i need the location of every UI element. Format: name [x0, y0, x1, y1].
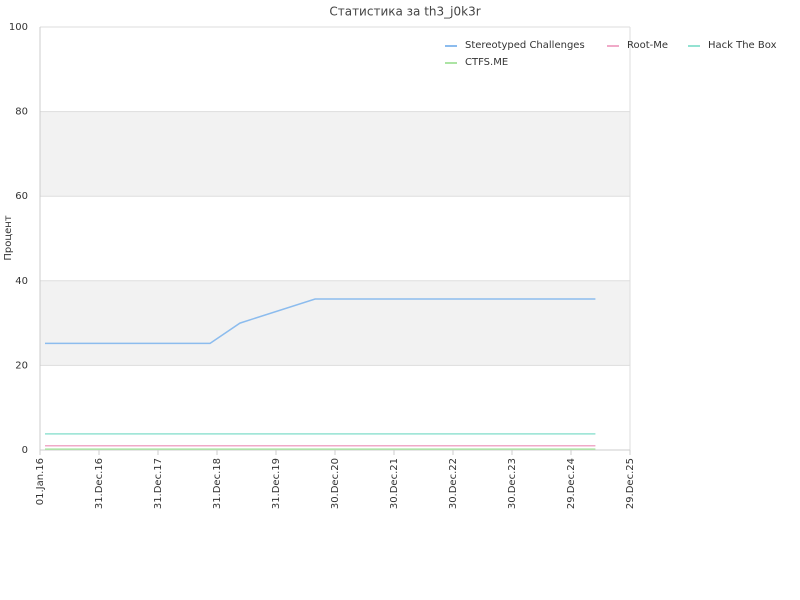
x-tick-label: 31.Dec.16	[94, 458, 105, 509]
y-axis-label: Процент	[3, 215, 14, 260]
x-tick-label: 30.Dec.21	[389, 458, 400, 509]
legend-label: Stereotyped Challenges	[465, 40, 585, 51]
chart-title: Статистика за th3_j0k3r	[329, 5, 480, 19]
y-tick-label: 40	[15, 276, 28, 287]
x-tick-label: 30.Dec.20	[330, 458, 341, 509]
x-tick-label: 31.Dec.19	[271, 458, 282, 509]
x-tick-label: 01.Jan.16	[35, 458, 46, 505]
y-tick-label: 0	[22, 445, 28, 456]
grid-band	[40, 280, 630, 366]
x-tick-label: 29.Dec.24	[566, 458, 577, 509]
x-tick-label: 31.Dec.18	[212, 458, 223, 509]
legend-label: Root-Me	[627, 40, 668, 51]
y-tick-label: 20	[15, 360, 28, 371]
y-tick-label: 60	[15, 191, 28, 202]
legend-label: Hack The Box	[708, 40, 777, 51]
y-tick-label: 80	[15, 107, 28, 118]
x-tick-label: 31.Dec.17	[153, 458, 164, 509]
grid-band	[40, 111, 630, 197]
x-tick-label: 30.Dec.22	[448, 458, 459, 509]
line-series	[45, 298, 596, 345]
x-tick-label: 29.Dec.25	[625, 458, 636, 509]
legend-label: CTFS.ME	[465, 57, 508, 68]
x-tick-label: 30.Dec.23	[507, 458, 518, 509]
y-tick-label: 100	[9, 22, 28, 33]
